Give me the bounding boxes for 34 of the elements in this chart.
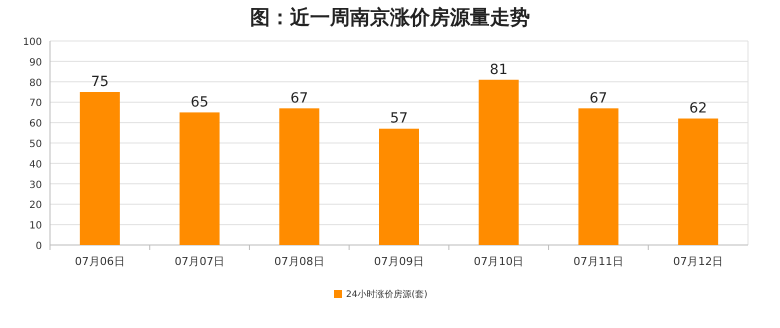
bar: [80, 92, 120, 245]
data-label: 67: [290, 90, 308, 106]
bar: [379, 128, 419, 245]
y-tick-label: 20: [29, 200, 42, 212]
y-tick-label: 50: [29, 139, 42, 150]
x-tick-label: 07月06日: [74, 255, 125, 268]
data-label: 57: [390, 110, 408, 127]
data-label: 62: [689, 100, 708, 117]
data-label: 75: [90, 74, 109, 90]
x-tick-label: 07月11日: [573, 255, 624, 268]
data-label: 81: [490, 62, 508, 78]
bar: [578, 108, 618, 245]
x-tick-label: 07月09日: [374, 255, 424, 268]
bar: [180, 112, 220, 245]
x-tick-label: 07月07日: [174, 255, 225, 268]
y-tick-label: 30: [29, 180, 42, 191]
bar: [279, 108, 320, 245]
legend-label: 24小时涨价房源(套): [346, 289, 428, 300]
chart-title: 图：近一周南京涨价房源量走势: [250, 5, 530, 29]
y-tick-label: 40: [29, 159, 42, 170]
y-tick-label: 90: [29, 57, 42, 68]
y-tick-label: 100: [22, 37, 42, 48]
y-tick-label: 10: [29, 220, 42, 232]
y-tick-label: 70: [29, 98, 42, 110]
x-tick-label: 07月10日: [474, 255, 524, 268]
y-tick-label: 60: [29, 118, 42, 130]
x-tick-label: 07月08日: [274, 255, 324, 268]
data-label: 67: [590, 90, 608, 106]
x-tick-label: 07月12日: [673, 255, 724, 268]
data-label: 65: [190, 94, 208, 110]
bar: [478, 80, 519, 245]
bar: [678, 118, 718, 245]
y-tick-label: 80: [29, 78, 42, 89]
y-tick-label: 0: [36, 241, 42, 252]
